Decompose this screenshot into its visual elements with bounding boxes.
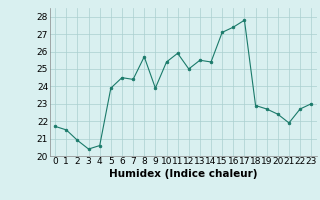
X-axis label: Humidex (Indice chaleur): Humidex (Indice chaleur) (109, 169, 258, 179)
